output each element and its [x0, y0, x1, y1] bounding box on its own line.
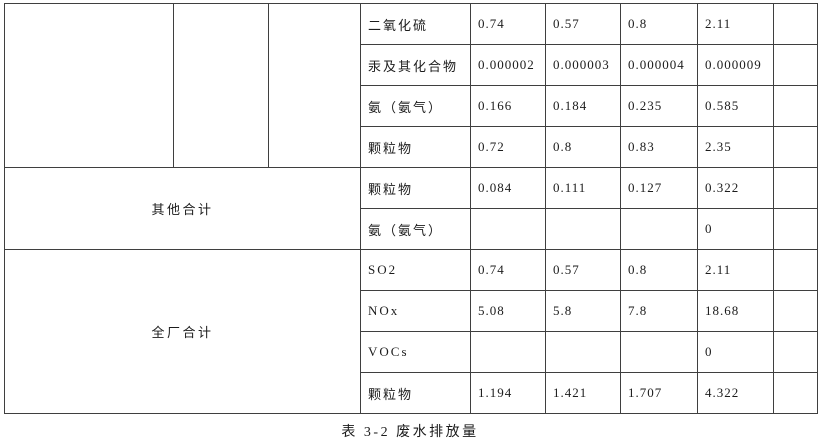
empty-cell [773, 249, 818, 291]
value-cell: 0.74 [470, 3, 546, 45]
value-cell: 2.11 [697, 249, 774, 291]
section-label-plant-total: 全厂合计 [4, 249, 361, 414]
table-row: 颗粒物 1.194 1.421 1.707 4.322 [5, 372, 818, 414]
table-row: 全厂合计 SO2 0.74 0.57 0.8 2.11 [4, 249, 818, 414]
empty-cell [773, 85, 818, 127]
pollutant-name-cell: 颗粒物 [360, 372, 471, 414]
value-cell: 0.000003 [545, 44, 621, 86]
value-cell: 0.235 [620, 85, 698, 127]
value-cell: 0.000004 [620, 44, 698, 86]
value-cell: 0.166 [470, 85, 546, 127]
pollutant-name-cell: 二氧化硫 [360, 3, 471, 45]
value-cell: 0 [697, 208, 774, 250]
value-cell [545, 331, 621, 373]
empty-left-cell [268, 3, 361, 168]
value-cell: 0.322 [697, 167, 774, 209]
value-cell: 0.585 [697, 85, 774, 127]
pollutant-name-cell: 氨（氨气） [360, 208, 471, 250]
table-row: 汞及其化合物 0.000002 0.000003 0.000004 0.0000… [5, 44, 818, 86]
empty-left-cell [173, 3, 269, 168]
value-cell: 0.57 [545, 3, 621, 45]
pollutant-name-cell: NOx [360, 290, 471, 332]
table-caption: 表 3-2 废水排放量 [341, 425, 479, 440]
value-cell [620, 208, 698, 250]
empty-cell [773, 167, 818, 209]
table-row: 氨（氨气） 0.166 0.184 0.235 0.585 [5, 85, 818, 127]
value-cell: 0 [697, 331, 774, 373]
value-cell [545, 208, 621, 250]
value-cell: 0.127 [620, 167, 698, 209]
empty-cell [773, 331, 818, 373]
value-cell: 0.084 [470, 167, 546, 209]
value-cell: 7.8 [620, 290, 698, 332]
table-row: 二氧化硫 0.74 0.57 0.8 2.11 [4, 3, 818, 168]
empty-cell [773, 290, 818, 332]
value-cell: 5.08 [470, 290, 546, 332]
value-cell [470, 331, 546, 373]
value-cell: 0.8 [620, 3, 698, 45]
value-cell: 5.8 [545, 290, 621, 332]
value-cell: 2.35 [697, 126, 774, 168]
value-cell: 18.68 [697, 290, 774, 332]
value-cell: 0.8 [620, 249, 698, 291]
pollutant-name-cell: 汞及其化合物 [360, 44, 471, 86]
value-cell: 4.322 [697, 372, 774, 414]
value-cell: 1.421 [545, 372, 621, 414]
value-cell: 2.11 [697, 3, 774, 45]
empty-cell [773, 208, 818, 250]
table-row: NOx 5.08 5.8 7.8 18.68 [5, 290, 818, 332]
empty-cell [773, 44, 818, 86]
value-cell: 0.57 [545, 249, 621, 291]
table-row: VOCs 0 [5, 331, 818, 373]
pollutant-name-cell: 颗粒物 [360, 167, 471, 209]
empty-cell [773, 3, 818, 45]
value-cell: 0.8 [545, 126, 621, 168]
table-row: 颗粒物 0.72 0.8 0.83 2.35 [5, 126, 818, 168]
value-cell: 0.83 [620, 126, 698, 168]
empty-cell [773, 372, 818, 414]
table-row: 其他合计 颗粒物 0.084 0.111 0.127 0.322 [4, 167, 818, 250]
value-cell: 1.194 [470, 372, 546, 414]
pollutant-name-cell: SO2 [360, 249, 471, 291]
emissions-table: 二氧化硫 0.74 0.57 0.8 2.11 汞及其化合物 0.000002 … [4, 3, 818, 414]
section-label-other-total: 其他合计 [4, 167, 361, 250]
empty-left-cell [4, 3, 174, 168]
pollutant-name-cell: VOCs [360, 331, 471, 373]
value-cell: 0.184 [545, 85, 621, 127]
pollutant-name-cell: 颗粒物 [360, 126, 471, 168]
value-cell: 0.72 [470, 126, 546, 168]
value-cell: 0.000009 [697, 44, 774, 86]
empty-cell [773, 126, 818, 168]
value-cell [620, 331, 698, 373]
value-cell: 0.74 [470, 249, 546, 291]
value-cell: 0.111 [545, 167, 621, 209]
value-cell: 1.707 [620, 372, 698, 414]
table-row: 氨（氨气） 0 [5, 208, 818, 250]
pollutant-name-cell: 氨（氨气） [360, 85, 471, 127]
value-cell [470, 208, 546, 250]
value-cell: 0.000002 [470, 44, 546, 86]
